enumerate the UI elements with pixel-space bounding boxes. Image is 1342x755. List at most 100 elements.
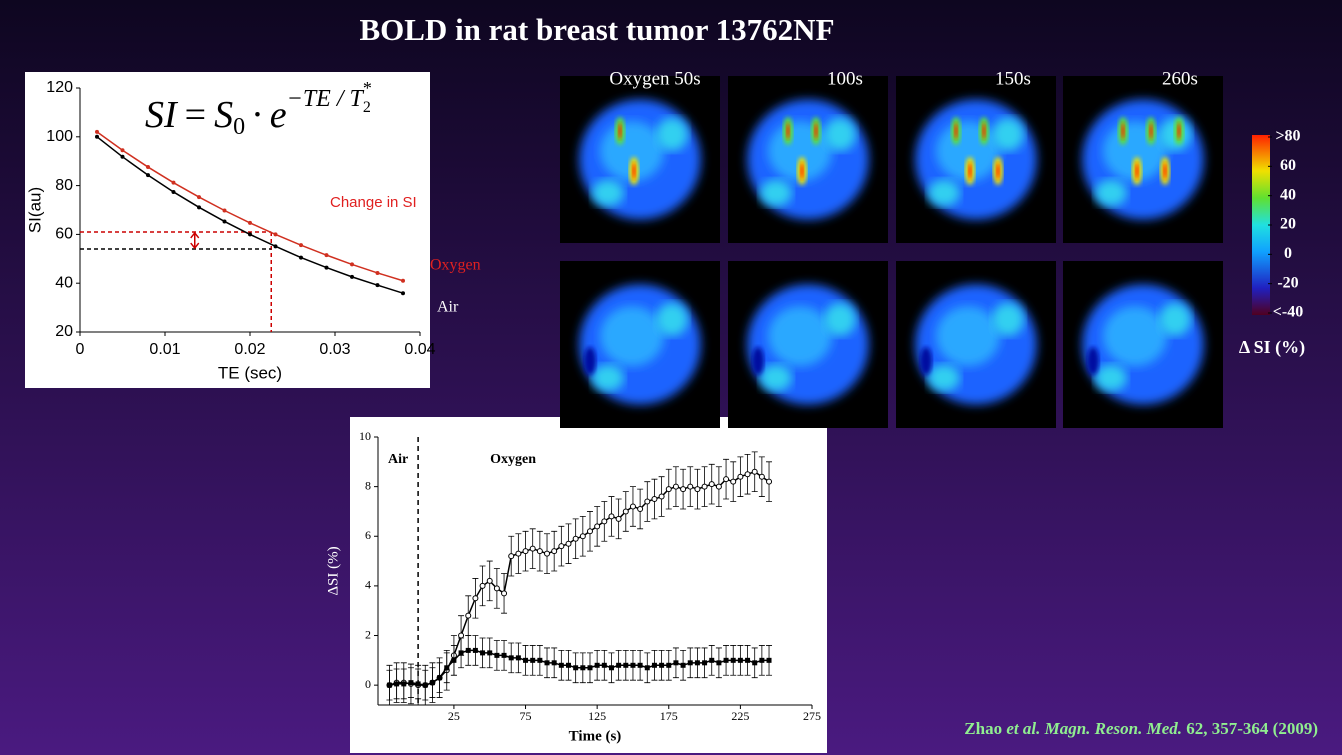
data-point [299,243,303,248]
y-tick-label: 10 [359,429,371,443]
arrow-head [190,231,200,250]
data-point [508,553,515,560]
data-point [566,662,572,668]
chart-panel [350,417,827,753]
x-tick-label: 25 [448,709,460,723]
y-tick-label: 100 [46,128,73,145]
data-point [248,220,252,225]
data-point [551,548,558,555]
image-blob [992,302,1024,337]
citation: Zhao et al. Magn. Reson. Med. 62, 357-36… [964,719,1318,738]
colorbar-tick-label: 20 [1280,216,1296,233]
data-point [579,533,586,540]
image-blob [768,306,832,367]
data-point [601,662,607,668]
image-blob [1103,306,1167,367]
data-point [515,550,522,557]
data-point [594,523,601,530]
data-point [708,481,715,488]
panel-label: 260s [1162,68,1198,89]
data-point [386,682,392,688]
image-hotspot [982,123,986,139]
data-point [651,662,657,668]
data-point [766,478,773,485]
data-point [529,545,536,552]
data-point [745,657,751,663]
annotation: Change in SI [330,194,417,211]
y-tick-label: 120 [46,79,73,96]
data-point [375,283,380,288]
data-point [608,665,614,671]
y-tick-label: 8 [365,478,371,492]
data-point [651,496,658,503]
data-point [350,274,354,279]
data-point [299,255,303,260]
data-point [324,265,329,270]
image-spot [584,347,596,375]
image-hotspot [968,163,972,179]
x-axis-label: Time (s) [569,728,622,744]
data-point [623,662,629,668]
data-point [120,154,125,159]
data-point [658,493,665,500]
image-hotspot [800,163,804,179]
data-point [146,173,150,178]
data-point [730,478,737,485]
data-point [95,134,99,139]
image-hotspot [1177,123,1181,139]
data-point [751,468,758,475]
x-tick-label: 0.02 [234,341,265,358]
y-axis-label: ΔSI (%) [325,546,341,595]
data-point [622,508,629,515]
image-blob [936,306,1000,367]
data-point [487,650,493,656]
data-point [95,129,99,134]
image-spot [920,347,932,375]
data-point [723,657,729,663]
data-point [680,486,687,493]
data-point [666,662,672,668]
data-point [444,665,450,671]
data-point [637,505,644,512]
data-point [451,657,457,663]
data-point [273,232,278,237]
data-point [171,180,176,185]
data-point [716,660,722,666]
data-point [480,650,486,656]
data-point [766,657,772,663]
data-point [222,219,227,224]
y-tick-label: 20 [55,323,73,340]
image-hotspot [814,123,818,139]
x-tick-label: 75 [520,709,532,723]
image-blob [592,364,624,392]
data-point [472,595,479,602]
panel-label: 150s [995,68,1031,89]
data-point [659,662,665,668]
x-tick-label: 0.04 [404,341,435,358]
data-point [415,681,421,687]
data-point [630,662,636,668]
data-point [744,471,751,478]
image-hotspot [1163,163,1167,179]
data-point [171,189,176,194]
data-point [694,486,701,493]
data-point [587,665,593,671]
image-blob [760,179,792,207]
colorbar [1252,135,1270,315]
data-point [629,503,636,510]
data-point [458,632,465,639]
colorbar-tick-label: -20 [1277,274,1298,291]
x-tick-label: 125 [588,709,606,723]
data-point [394,681,400,687]
data-point [594,662,600,668]
data-point [273,244,278,249]
image-blob [760,364,792,392]
data-point [615,515,622,522]
image-blob [656,302,688,337]
image-hotspot [1121,123,1125,139]
image-hotspot [632,163,636,179]
y-tick-label: 4 [365,578,371,592]
formula: SI = S0 · e−TE / T2* [145,78,372,139]
colorbar-tick-label: 60 [1280,157,1296,174]
data-point [465,612,472,619]
